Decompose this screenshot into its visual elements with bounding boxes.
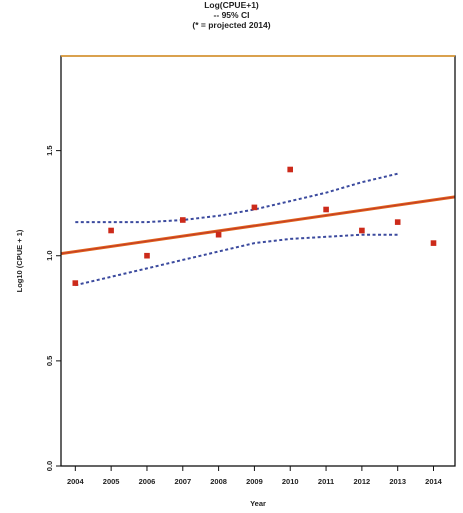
data-point [72,280,79,286]
data-points-group [72,166,437,286]
data-point [180,217,186,223]
x-tick-label: 2007 [174,477,191,486]
x-tick-label: 2010 [282,477,299,486]
data-point [108,227,114,234]
y-tick-label: 1.0 [45,250,54,260]
x-tick-label: 2013 [389,477,406,486]
x-tick-label: 2009 [246,477,263,486]
plot-area-background [61,56,455,466]
data-point [251,204,258,211]
x-tick-label: 2005 [103,477,120,486]
data-point [430,240,437,246]
ci-upper-line [75,172,398,224]
data-point [287,166,293,173]
data-point [359,227,365,234]
ci-lower-line [75,233,398,287]
confidence-interval-group [75,172,398,287]
x-tick-label: 2008 [210,477,227,486]
x-axis-label: Year [250,499,266,508]
x-tick-label: 2011 [318,477,334,486]
y-tick-label: 1.5 [45,145,54,155]
trend-line-core [60,196,456,255]
data-point [323,206,329,213]
trend-line-group [60,195,456,256]
x-axis-ticks: 2004 2005 2006 2007 2008 2009 2010 2011 2012 2013… [67,466,443,486]
y-axis-label: Log10 (CPUE + 1) [15,229,24,292]
y-tick-label: 0.0 [45,461,54,471]
y-axis-ticks: 0.0 0.5 1.0 1.5 [45,145,61,471]
x-tick-label: 2006 [139,477,156,486]
x-tick-label: 2014 [425,477,443,486]
data-point [394,219,401,225]
chart-title: Log(CPUE+1) [204,0,259,10]
data-point [215,231,222,238]
x-tick-label: 2012 [354,477,371,486]
y-tick-label: 0.5 [45,356,54,366]
x-tick-label: 2004 [67,477,85,486]
chart-subtitle-projection: (* = projected 2014) [192,20,271,30]
chart-subtitle-ci: -- 95% CI [213,10,250,20]
chart-title-block: Log(CPUE+1) -- 95% CI (* = projected 201… [0,0,463,30]
data-point [144,252,150,259]
